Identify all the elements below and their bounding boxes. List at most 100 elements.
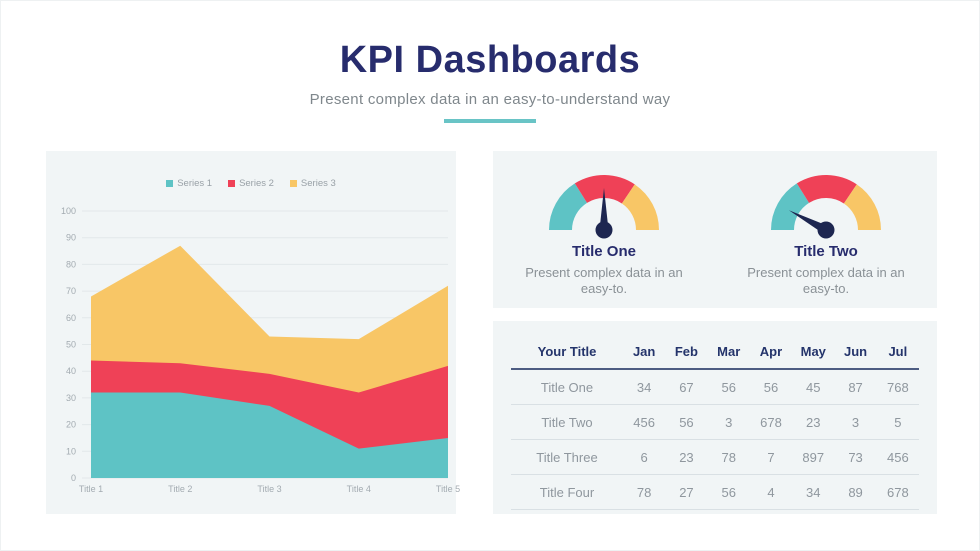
table-row-label: Title Three (511, 439, 623, 475)
gauge-card-one: Title One Present complex data in an eas… (493, 151, 715, 308)
x-tick-label: Title 1 (79, 484, 103, 494)
y-tick-label: 20 (66, 420, 76, 430)
gauge-segment-mid (796, 175, 857, 204)
gauge-chart-two (771, 175, 881, 239)
x-tick-label: Title 3 (257, 484, 281, 494)
table-row: Title One 34 67 56 56 45 87 768 (511, 369, 919, 405)
legend-item: Series 1 (166, 178, 212, 189)
table-header-cell: Jul (876, 338, 919, 370)
chart-legend: Series 1 Series 2 Series 3 (46, 178, 456, 189)
table-cell: 23 (665, 439, 708, 475)
y-tick-label: 100 (61, 206, 76, 216)
table-header-cell: Mar (707, 338, 750, 370)
table-cell: 34 (623, 369, 666, 405)
table-cell: 7 (749, 439, 793, 475)
legend-label: Series 3 (300, 178, 336, 189)
table-header-cell: Apr (749, 338, 793, 370)
x-tick-label: Title 5 (436, 484, 460, 494)
legend-swatch (228, 180, 236, 187)
table-cell: 73 (834, 439, 877, 475)
table-cell: 6 (623, 439, 666, 475)
table-cell: 678 (749, 404, 793, 440)
gauge-needle-hub (817, 221, 835, 239)
y-tick-label: 50 (66, 340, 76, 350)
table-row: Title Three 6 23 78 7 897 73 456 (511, 439, 919, 475)
table-row: Title Four 78 27 56 4 34 89 678 (511, 474, 919, 510)
y-tick-label: 10 (66, 446, 76, 456)
table-cell: 78 (707, 439, 750, 475)
y-tick-label: 90 (66, 233, 76, 243)
table-cell: 678 (876, 474, 919, 510)
table-header-cell: Jun (834, 338, 877, 370)
x-tick-label: Title 4 (347, 484, 371, 494)
y-tick-label: 60 (66, 313, 76, 323)
table-cell: 3 (707, 404, 750, 440)
table-cell: 87 (834, 369, 877, 405)
gauge-segment-low (549, 183, 588, 230)
legend-swatch (166, 180, 174, 187)
title-underline (444, 119, 536, 123)
table-cell: 45 (792, 369, 835, 405)
gauge-two-description: Present complex data in an easy-to. (747, 265, 905, 297)
gauge-segment-mid (574, 175, 635, 204)
area-chart-panel: Series 1 Series 2 Series 3 0 10 20 30 40 50 60 70… (46, 151, 460, 514)
table-cell: 3 (834, 404, 877, 440)
gauge-needle-hub (595, 221, 613, 239)
table-panel: Your Title Jan Feb Mar Apr May Jun Jul Title On… (493, 321, 937, 514)
table-cell: 56 (749, 369, 793, 405)
header: KPI Dashboards Present complex data in a… (1, 1, 979, 123)
legend-swatch (289, 180, 297, 187)
table-cell: 34 (792, 474, 835, 510)
page-subtitle: Present complex data in an easy-to-under… (309, 91, 671, 108)
table-cell: 897 (792, 439, 835, 475)
gauge-one-description: Present complex data in an easy-to. (525, 265, 683, 297)
table-cell: 67 (665, 369, 708, 405)
table-cell: 27 (665, 474, 708, 510)
table-header-cell: Feb (665, 338, 708, 370)
table-header-cell: May (792, 338, 835, 370)
table-cell: 23 (792, 404, 835, 440)
gauge-chart-one (549, 175, 659, 239)
gauge-needle (599, 188, 609, 230)
table-cell: 456 (876, 439, 919, 475)
table-header-cell: Jan (623, 338, 666, 370)
gauge-segment-high (843, 184, 881, 230)
table-cell: 56 (707, 369, 750, 405)
y-tick-label: 80 (66, 259, 76, 269)
table-cell: 768 (876, 369, 919, 405)
gauge-two-title: Title Two (794, 243, 858, 260)
table-row: Title Two 456 56 3 678 23 3 5 (511, 404, 919, 440)
table-cell: 4 (749, 474, 793, 510)
y-tick-label: 40 (66, 366, 76, 376)
gauge-card-two: Title Two Present complex data in an eas… (715, 151, 937, 308)
table-cell: 89 (834, 474, 877, 510)
kpi-table-head: Your Title Jan Feb Mar Apr May Jun Jul (511, 338, 919, 370)
y-tick-label: 0 (71, 473, 76, 483)
legend-label: Series 2 (239, 178, 274, 189)
legend-item: Series 3 (289, 178, 336, 189)
table-cell: 5 (876, 404, 919, 440)
table-row-label: Title One (511, 369, 623, 405)
gauges-panel: Title One Present complex data in an eas… (493, 151, 937, 308)
kpi-table-body: Title One 34 67 56 56 45 87 768 Title Two 456 56 3 6… (511, 369, 919, 510)
gauge-segment-low (771, 183, 810, 230)
x-tick-label: Title 2 (168, 484, 192, 494)
table-cell: 78 (623, 474, 666, 510)
stacked-area-chart: 0 10 20 30 40 50 60 70 80 90 100 Title 1 Title 2 Titl… (61, 206, 460, 494)
table-header-cell: Your Title (511, 338, 623, 370)
table-cell: 56 (707, 474, 750, 510)
legend-label: Series 1 (177, 178, 213, 189)
gauge-segment-high (621, 184, 659, 230)
y-tick-label: 70 (66, 286, 76, 296)
kpi-table: Your Title Jan Feb Mar Apr May Jun Jul Title On… (511, 338, 919, 510)
table-cell: 56 (665, 404, 708, 440)
gauge-one-title: Title One (572, 243, 636, 260)
table-cell: 456 (623, 404, 666, 440)
table-row-label: Title Four (511, 474, 623, 510)
legend-item: Series 2 (228, 178, 274, 189)
page-title: KPI Dashboards (339, 39, 641, 81)
y-tick-label: 30 (66, 393, 76, 403)
table-row-label: Title Two (511, 404, 623, 440)
area-series-1 (91, 392, 448, 478)
